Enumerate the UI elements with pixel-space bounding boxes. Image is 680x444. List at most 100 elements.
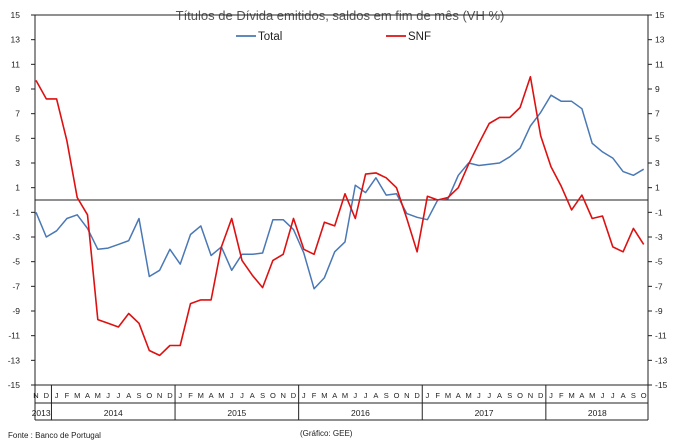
- month-label: M: [342, 391, 348, 400]
- month-label: N: [528, 391, 533, 400]
- year-label: 2013: [32, 408, 51, 418]
- month-label: S: [384, 391, 389, 400]
- month-label: O: [394, 391, 400, 400]
- series-line-snf: [35, 75, 645, 357]
- y-tick-label-right: 11: [655, 59, 664, 69]
- y-tick-label-left: 9: [15, 84, 20, 94]
- month-label: J: [178, 391, 182, 400]
- month-label: J: [240, 391, 244, 400]
- month-label: S: [260, 391, 265, 400]
- month-label: J: [106, 391, 110, 400]
- month-label: M: [321, 391, 327, 400]
- month-label: F: [559, 391, 564, 400]
- month-label: M: [445, 391, 451, 400]
- legend: Total SNF: [236, 31, 431, 43]
- month-label: J: [611, 391, 615, 400]
- month-label: M: [589, 391, 595, 400]
- month-label: A: [456, 391, 461, 400]
- y-tick-label-left: -1: [12, 207, 20, 217]
- y-tick-label-left: -11: [8, 331, 20, 341]
- month-label: J: [117, 391, 121, 400]
- month-label: J: [477, 391, 481, 400]
- y-tick-label-left: -13: [8, 355, 21, 365]
- month-label: M: [198, 391, 204, 400]
- y-tick-label-left: -5: [12, 257, 20, 267]
- month-label: M: [568, 391, 574, 400]
- year-label: 2015: [227, 408, 246, 418]
- month-label: A: [126, 391, 131, 400]
- month-label: J: [426, 391, 430, 400]
- month-label: S: [631, 391, 636, 400]
- month-label: S: [136, 391, 141, 400]
- year-label: 2018: [588, 408, 607, 418]
- y-tick-label-right: -9: [655, 306, 663, 316]
- month-label: J: [549, 391, 553, 400]
- month-label: J: [364, 391, 368, 400]
- month-label: J: [230, 391, 234, 400]
- y-tick-label-right: -1: [655, 207, 663, 217]
- year-label: 2016: [351, 408, 370, 418]
- y-tick-label-right: 13: [655, 35, 665, 45]
- legend-label-total: Total: [258, 31, 282, 43]
- month-label: A: [621, 391, 626, 400]
- y-tick-label-left: 15: [11, 10, 21, 20]
- year-label: 2014: [104, 408, 123, 418]
- y-tick-label-left: -7: [12, 281, 20, 291]
- month-label: A: [373, 391, 378, 400]
- y-tick-label-right: -3: [655, 232, 663, 242]
- month-label: D: [538, 391, 544, 400]
- y-tick-label-left: 11: [11, 59, 20, 69]
- month-label: F: [435, 391, 440, 400]
- year-label: 2017: [475, 408, 494, 418]
- y-tick-label-right: -15: [655, 380, 668, 390]
- y-tick-label-left: 13: [11, 35, 21, 45]
- y-tick-label-left: -9: [12, 306, 20, 316]
- y-tick-label-right: 1: [655, 183, 660, 193]
- series-lines: [35, 75, 645, 357]
- y-tick-label-right: 7: [655, 109, 660, 119]
- month-label: S: [507, 391, 512, 400]
- y-tick-label-right: 3: [655, 158, 660, 168]
- month-label: A: [250, 391, 255, 400]
- month-label: A: [209, 391, 214, 400]
- y-tick-label-right: -11: [655, 331, 667, 341]
- month-label: O: [270, 391, 276, 400]
- month-label: O: [517, 391, 523, 400]
- y-tick-label-left: 5: [15, 133, 20, 143]
- month-label: J: [353, 391, 357, 400]
- month-label: M: [465, 391, 471, 400]
- y-tick-label-left: 1: [15, 183, 20, 193]
- month-label: A: [332, 391, 337, 400]
- source-note: Fonte : Banco de Portugal: [8, 431, 101, 440]
- month-label: A: [579, 391, 584, 400]
- y-tick-label-right: 9: [655, 84, 660, 94]
- month-label: D: [291, 391, 297, 400]
- month-label: D: [414, 391, 420, 400]
- y-tick-label-left: 3: [15, 158, 20, 168]
- y-tick-label-right: 5: [655, 133, 660, 143]
- month-label: M: [74, 391, 80, 400]
- series-line-total: [35, 94, 645, 290]
- month-label: N: [157, 391, 162, 400]
- month-label: N: [33, 391, 38, 400]
- y-tick-label-right: 15: [655, 10, 665, 20]
- month-label: O: [641, 391, 647, 400]
- month-label: D: [44, 391, 50, 400]
- month-label: F: [312, 391, 317, 400]
- month-label: J: [487, 391, 491, 400]
- y-tick-label-left: 7: [15, 109, 20, 119]
- month-label: F: [188, 391, 193, 400]
- y-tick-label-right: -7: [655, 281, 663, 291]
- month-label: F: [65, 391, 70, 400]
- month-label: J: [302, 391, 306, 400]
- month-label: A: [85, 391, 90, 400]
- month-label: N: [280, 391, 285, 400]
- y-tick-label-right: -5: [655, 257, 663, 267]
- month-label: N: [404, 391, 409, 400]
- legend-label-snf: SNF: [408, 31, 431, 43]
- month-label: J: [601, 391, 605, 400]
- month-label: D: [167, 391, 173, 400]
